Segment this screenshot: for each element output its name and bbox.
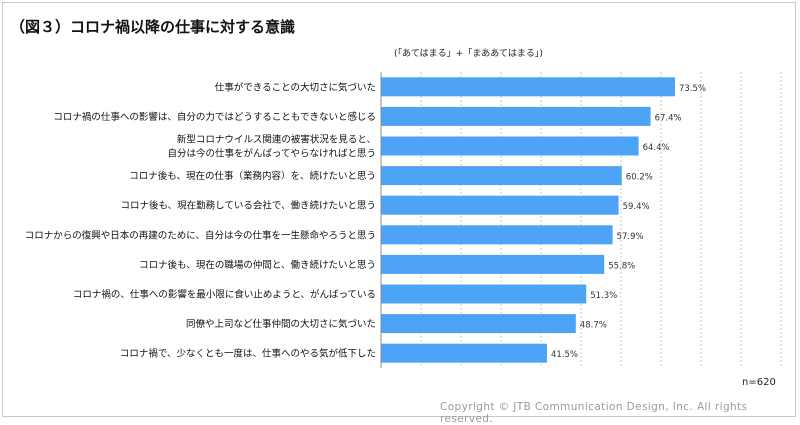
bar-3 — [381, 136, 639, 156]
category-label-7: コロナ後も、現在の職場の仲間と、働き続けたいと思う — [139, 259, 376, 271]
value-label-8: 51.3% — [590, 291, 617, 301]
category-label-10: コロナ禍で、少なくとも一度は、仕事へのやる気が低下した — [120, 348, 376, 360]
value-label-2: 67.4% — [655, 113, 682, 123]
bar-1 — [381, 77, 675, 97]
sample-size-label: n=620 — [742, 377, 776, 388]
copyright-text: Copyright © JTB Communication Design, In… — [440, 401, 748, 425]
category-label-4: コロナ後も、現在の仕事（業務内容）を、続けたいと思う — [129, 170, 376, 182]
bar-7 — [381, 254, 605, 274]
bar-2 — [381, 106, 651, 126]
value-label-9: 48.7% — [580, 321, 607, 331]
value-label-10: 41.5% — [551, 350, 578, 360]
value-label-1: 73.5% — [679, 84, 706, 94]
chart-title: （図３）コロナ禍以降の仕事に対する意識 — [10, 18, 296, 36]
value-label-5: 59.4% — [623, 202, 650, 212]
value-label-7: 55.8% — [608, 261, 635, 271]
chart-subtitle: (「あてはまる」+「まああてはまる」) — [394, 49, 543, 59]
category-label-9: 同僚や上司など仕事仲間の大切さに気づいた — [186, 318, 376, 330]
bar-6 — [381, 225, 613, 245]
bar-10 — [381, 343, 547, 363]
bar-9 — [381, 314, 576, 334]
category-label-5: コロナ後も、現在勤務している会社で、働き続けたいと思う — [120, 200, 376, 212]
bar-8 — [381, 284, 587, 304]
value-label-3: 64.4% — [643, 143, 670, 153]
category-label-6: コロナからの復興や日本の再建のために、自分は今の仕事を一生懸命やろうと思う — [25, 229, 376, 241]
category-label-8: コロナ禍の、仕事への影響を最小限に食い止めようと、がんばっている — [73, 289, 376, 301]
category-label-2: コロナ禍の仕事への影響は、自分の力ではどうすることもできないと感じる — [53, 111, 376, 123]
value-label-4: 60.2% — [626, 173, 653, 183]
category-label-3: 新型コロナウイルス関連の被害状況を見ると、自分は今の仕事をがんばってやらなければ… — [167, 134, 376, 160]
bar-4 — [381, 166, 622, 186]
value-label-6: 57.9% — [617, 232, 644, 242]
category-label-1: 仕事ができることの大切さに気づいた — [215, 81, 376, 93]
bar-5 — [381, 195, 619, 215]
